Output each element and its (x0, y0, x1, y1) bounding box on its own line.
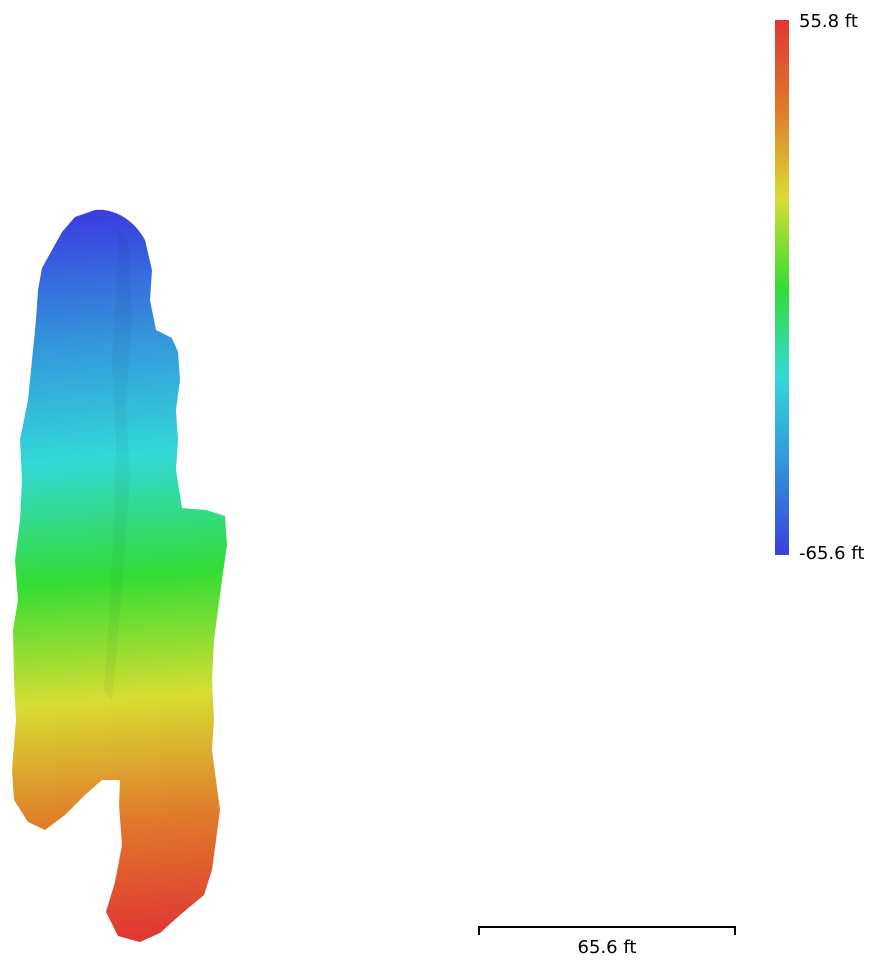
elevation-surface (12, 209, 227, 942)
scale-bar-right-tick (734, 926, 736, 935)
legend-min-label: -65.6 ft (799, 543, 865, 564)
legend-max-label: 55.8 ft (799, 11, 858, 32)
scale-bar-label: 65.6 ft (577, 937, 637, 958)
elevation-legend-bar (775, 20, 789, 555)
scale-bar (478, 926, 736, 936)
scale-bar-left-tick (478, 926, 480, 935)
legend-gradient-fill (775, 20, 789, 555)
elevation-surface-shadow (104, 230, 132, 700)
scale-bar-line (478, 926, 736, 928)
